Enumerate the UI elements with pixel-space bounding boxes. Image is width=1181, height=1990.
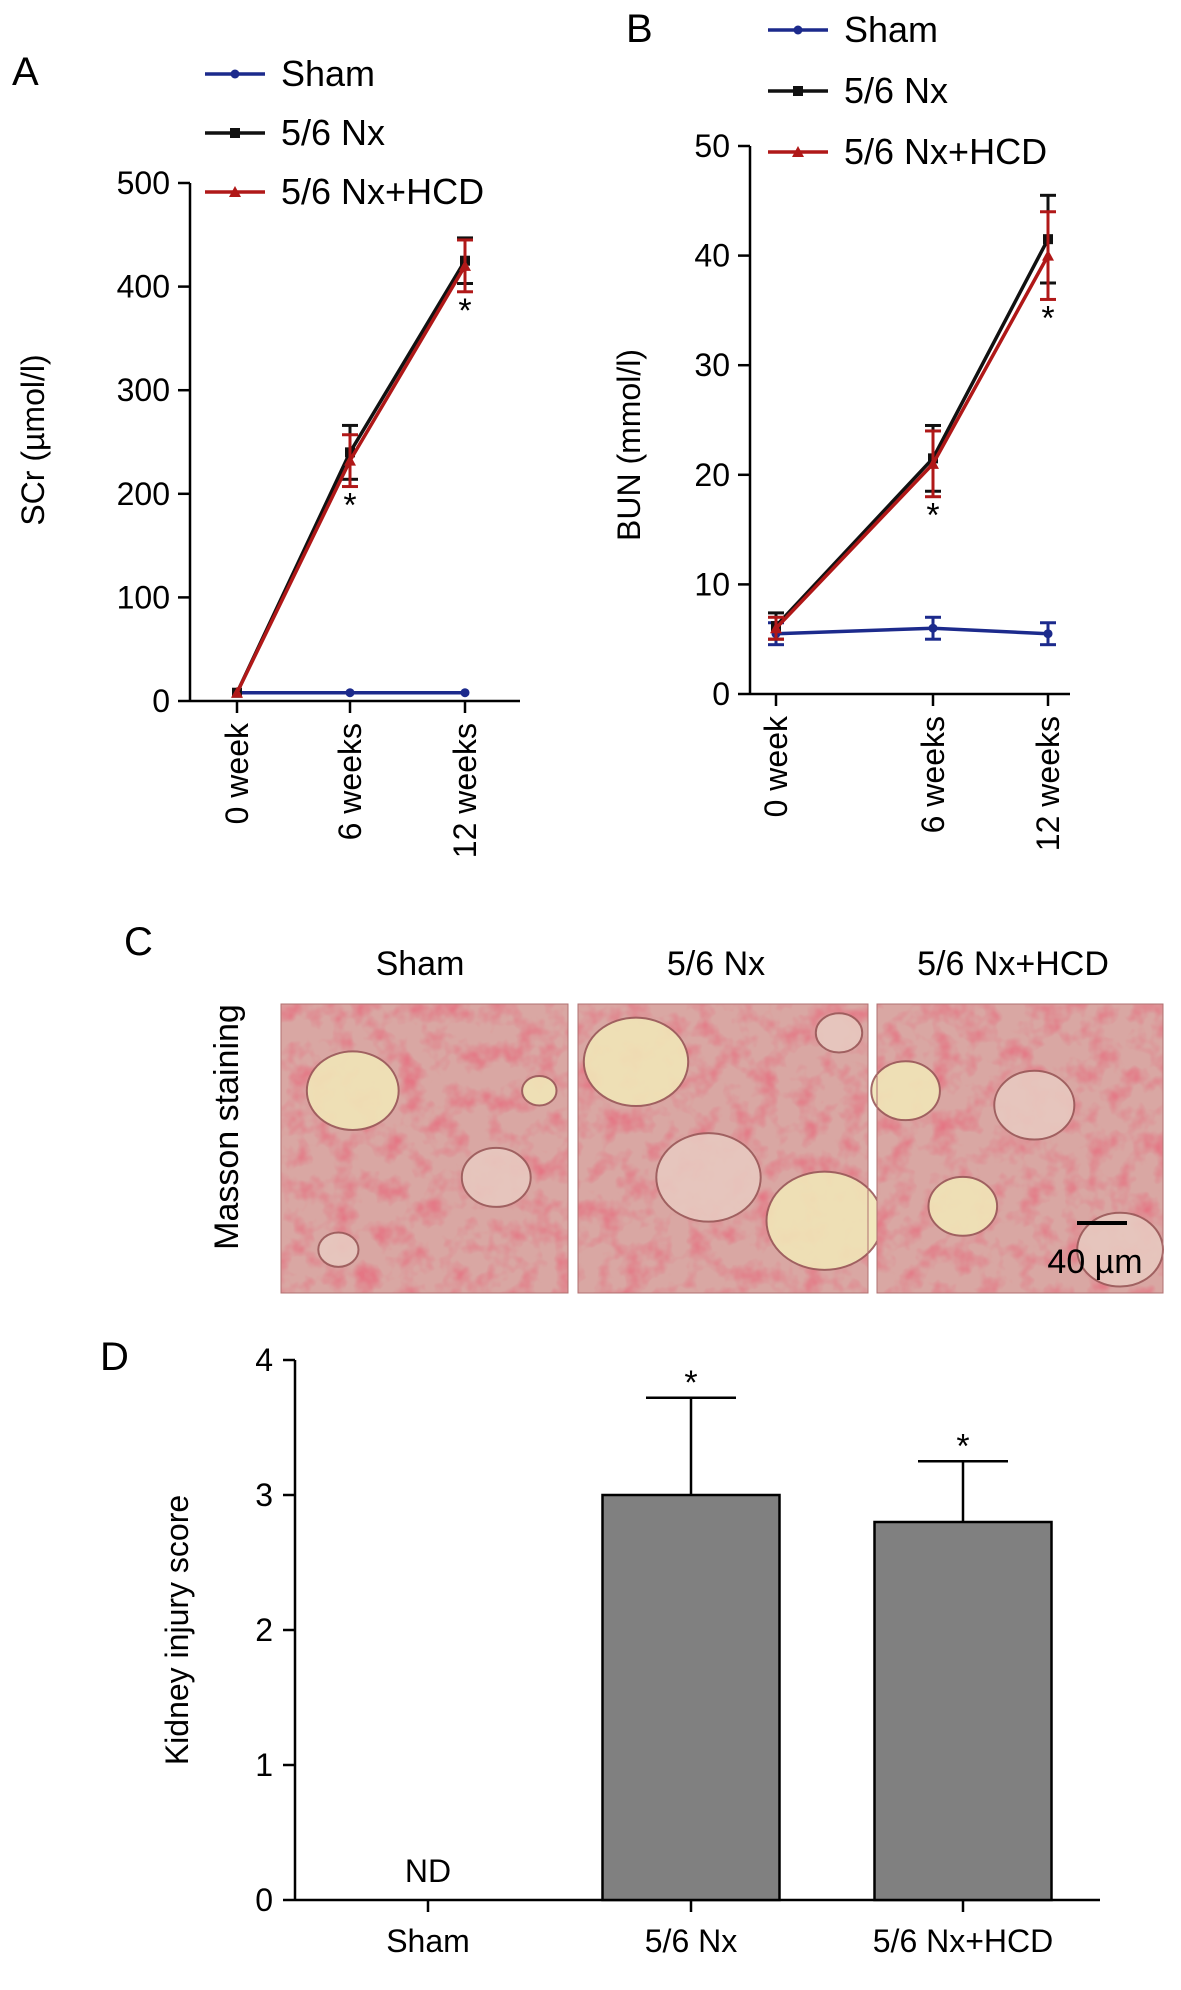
panel-letter-a: A	[12, 50, 39, 94]
y-tick-label: 300	[117, 372, 170, 408]
value-label-nd: ND	[405, 1853, 451, 1889]
data-point	[344, 454, 356, 466]
chart-b-ylabel: BUN (mmol/l)	[611, 349, 647, 541]
y-tick-label: 40	[694, 238, 730, 274]
data-point	[460, 688, 470, 698]
scale-bar-label: 40 µm	[1047, 1243, 1142, 1281]
masson-staining-label: Masson staining	[208, 1004, 246, 1250]
chart-a-scr: SCr (µmol/l) 0 100 200 300 400 500 0 week 6 wee…	[15, 165, 520, 858]
chart-b-legend: Sham 5/6 Nx 5/6 Nx+HCD	[768, 9, 1047, 172]
significance-asterisk: *	[458, 292, 471, 330]
legend-label: 5/6 Nx	[844, 70, 948, 111]
legend-marker	[792, 146, 804, 157]
tissue-structure	[460, 1146, 532, 1208]
series-line-2	[774, 238, 1050, 628]
data-point	[231, 686, 243, 698]
panel-letter-b: B	[626, 7, 653, 51]
y-tick-label: 4	[255, 1342, 273, 1378]
y-tick-label: 2	[255, 1612, 273, 1648]
panel-c-micrographs: Masson staining Sham 5/6 Nx 5/6 Nx+HCD 4…	[208, 945, 1164, 1294]
legend-marker	[230, 69, 240, 79]
panel-letter-c: C	[124, 920, 153, 964]
x-tick-label: 6 weeks	[332, 723, 368, 840]
x-tick-label: 0 week	[219, 722, 255, 824]
legend-marker	[230, 128, 240, 138]
tissue-structure	[582, 1016, 690, 1108]
y-tick-label: 100	[117, 579, 170, 615]
y-tick-label: 30	[694, 347, 730, 383]
micrograph-frame	[876, 1003, 1164, 1294]
data-point	[1042, 249, 1054, 261]
data-point	[345, 688, 355, 698]
data-point	[770, 622, 782, 634]
x-tick-label: 5/6 Nx+HCD	[873, 1923, 1054, 1959]
tissue-structure	[521, 1074, 558, 1107]
y-tick-label: 20	[694, 457, 730, 493]
bar	[873, 1520, 1053, 1902]
tissue-structure	[317, 1231, 360, 1268]
legend-label: Sham	[844, 9, 938, 50]
y-tick-label: 0	[712, 676, 730, 712]
tissue-structure	[870, 1060, 941, 1122]
micrograph-frame	[577, 1003, 869, 1294]
legend-label: 5/6 Nx+HCD	[844, 131, 1047, 172]
x-tick-label: Sham	[386, 1923, 470, 1959]
legend-marker	[793, 25, 803, 35]
x-tick-label: 12 weeks	[1030, 716, 1066, 851]
tissue-structure	[993, 1069, 1076, 1141]
series-line-3	[774, 254, 1050, 630]
tissue-structure	[814, 1012, 864, 1054]
x-tick-label: 5/6 Nx	[645, 1923, 737, 1959]
chart-b-bun: BUN (mmol/l) 0 10 20 30 40 50 0 week 6 weeks 12 …	[611, 128, 1070, 851]
chart-d-injury-score: Kidney injury score 0 1 2 3 4 Sham ND 5/6 Nx * 5/…	[159, 1342, 1100, 1959]
legend-label: 5/6 Nx	[281, 112, 385, 153]
significance-asterisk: *	[343, 487, 356, 525]
x-tick-label: 6 weeks	[915, 716, 951, 833]
data-point	[928, 623, 938, 633]
x-tick-label: 12 weeks	[447, 723, 483, 858]
series-line-1	[775, 626, 1049, 636]
data-point	[927, 457, 939, 469]
significance-asterisk: *	[926, 497, 939, 535]
y-tick-label: 200	[117, 476, 170, 512]
bar	[601, 1493, 781, 1902]
legend-marker	[229, 186, 241, 197]
y-tick-label: 0	[255, 1882, 273, 1918]
tissue-structure	[765, 1170, 884, 1271]
significance-asterisk: *	[1041, 299, 1054, 337]
tissue-structure	[927, 1175, 999, 1237]
chart-a-legend: Sham 5/6 Nx 5/6 Nx+HCD	[205, 53, 484, 212]
y-tick-label: 400	[117, 269, 170, 305]
micrograph-1	[280, 1003, 569, 1294]
data-point	[1043, 629, 1053, 639]
y-tick-label: 10	[694, 566, 730, 602]
micrograph-label-nx: 5/6 Nx	[667, 945, 765, 983]
micrograph-2	[577, 1003, 884, 1294]
chart-a-ylabel: SCr (µmol/l)	[15, 354, 51, 525]
significance-asterisk: *	[684, 1364, 697, 1402]
micrograph-label-sham: Sham	[376, 945, 465, 983]
micrograph-3	[870, 1003, 1164, 1294]
micrograph-label-nx-hcd: 5/6 Nx+HCD	[917, 945, 1109, 983]
chart-d-ylabel: Kidney injury score	[159, 1495, 195, 1765]
y-tick-label: 1	[255, 1747, 273, 1783]
significance-asterisk: *	[956, 1427, 969, 1465]
legend-label: Sham	[281, 53, 375, 94]
panel-letter-d: D	[100, 1335, 129, 1379]
x-tick-label: 0 week	[758, 715, 794, 817]
tissue-structure	[305, 1050, 400, 1132]
y-tick-label: 500	[117, 165, 170, 201]
y-tick-label: 0	[152, 683, 170, 719]
micrograph-frame	[280, 1003, 569, 1294]
data-point	[459, 259, 471, 271]
y-tick-label: 50	[694, 128, 730, 164]
legend-marker	[793, 86, 803, 96]
legend-label: 5/6 Nx+HCD	[281, 171, 484, 212]
y-tick-label: 3	[255, 1477, 273, 1513]
tissue-structure	[655, 1132, 762, 1223]
